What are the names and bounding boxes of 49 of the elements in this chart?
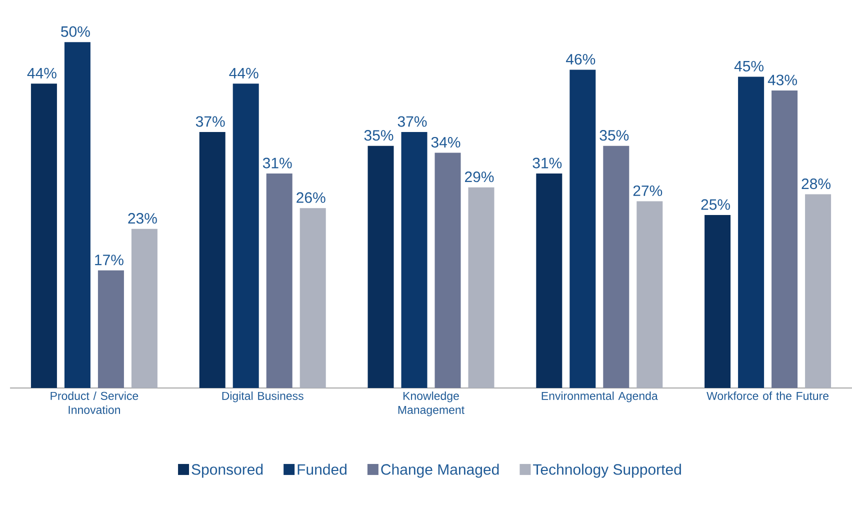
data-label: 34% xyxy=(431,136,460,148)
data-label: 37% xyxy=(398,116,427,127)
bar xyxy=(805,194,832,388)
bar xyxy=(536,174,562,388)
bar xyxy=(131,228,158,388)
data-label: 17% xyxy=(95,254,124,266)
data-label: 44% xyxy=(27,68,56,78)
x-tick-label: Product / Service Innovation xyxy=(50,392,138,414)
data-label: 46% xyxy=(566,54,596,65)
x-tick-label: Knowledge Management xyxy=(398,392,464,416)
data-label: 31% xyxy=(262,158,292,168)
x-tick-label: Workforce of the Future xyxy=(706,392,829,400)
data-label: 23% xyxy=(128,213,157,224)
data-label: 25% xyxy=(701,199,730,210)
bar xyxy=(636,201,663,388)
data-label: 43% xyxy=(768,74,798,86)
bar xyxy=(368,146,394,388)
bar xyxy=(401,132,428,388)
x-tick-label: Environmental Agenda xyxy=(542,392,658,402)
data-label: 44% xyxy=(229,68,258,78)
bar xyxy=(603,146,630,388)
data-label: 45% xyxy=(734,60,764,72)
bar xyxy=(434,152,461,388)
data-label: 29% xyxy=(464,172,494,182)
bar xyxy=(704,215,731,388)
data-label: 50% xyxy=(61,26,90,37)
bar xyxy=(772,90,798,388)
bar xyxy=(266,174,292,388)
legend-label: Change Managed xyxy=(381,464,499,478)
bar xyxy=(98,270,124,388)
legend-label: Technology Supported xyxy=(533,464,681,478)
bar xyxy=(199,132,226,388)
data-label: 31% xyxy=(532,158,562,168)
bar xyxy=(738,76,764,388)
legend-label: Sponsored xyxy=(192,464,263,478)
data-label: 35% xyxy=(600,130,629,141)
legend-label: Funded xyxy=(298,464,346,475)
data-label: 26% xyxy=(296,192,326,203)
bar xyxy=(64,42,90,388)
bar xyxy=(300,208,326,388)
bar xyxy=(570,70,596,388)
data-label: 27% xyxy=(633,185,662,196)
data-label: 28% xyxy=(802,178,831,190)
data-label: 35% xyxy=(364,130,394,141)
bar xyxy=(468,187,494,388)
bar xyxy=(30,84,57,388)
x-tick-label: Digital Business xyxy=(222,392,304,402)
bar xyxy=(232,84,259,388)
data-label: 37% xyxy=(196,116,225,127)
